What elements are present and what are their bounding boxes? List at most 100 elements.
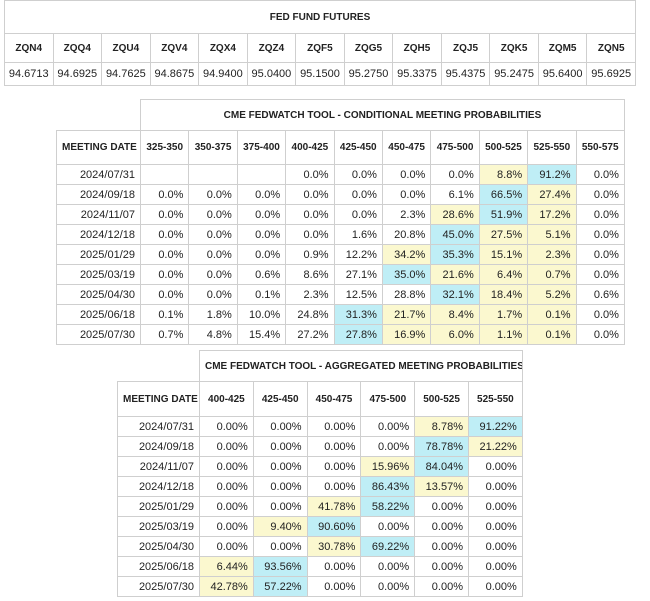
probability-cell: 0.0% (430, 164, 480, 185)
probability-cell: 51.9% (478, 204, 529, 225)
probability-cell: 0.0% (285, 224, 335, 245)
probability-cell: 93.56% (252, 556, 308, 577)
conditional-column-header: 325-350 (139, 130, 190, 165)
conditional-column-header: 375-400 (236, 130, 287, 165)
table-row: 2025/03/19 0.0% 0.0% 0.6% 8.6% 27.1% 35.0% 21.6… (56, 264, 625, 285)
probability-cell: 21.7% (381, 304, 432, 325)
futures-contract: ZQU4 (101, 33, 151, 63)
futures-contract-row: ZQN4 ZQQ4 ZQU4 ZQV4 ZQX4 ZQZ4 ZQF5 ZQG5 ZQH5 ZQJ5… (4, 33, 636, 63)
aggregated-corner (118, 351, 200, 382)
conditional-column-header: 525-550 (527, 130, 577, 165)
meeting-date: 2024/11/07 (117, 456, 200, 477)
probability-cell: 15.4% (236, 324, 287, 345)
probability-cell: 0.00% (306, 436, 362, 457)
probability-cell: 32.1% (430, 284, 480, 305)
probability-cell: 0.0% (575, 164, 625, 185)
fed-fund-futures-table: FED FUND FUTURES ZQN4 ZQQ4 ZQU4 ZQV4 ZQX4 ZQZ… (4, 0, 636, 86)
probability-cell: 84.04% (414, 456, 469, 477)
futures-contract: ZQG5 (343, 33, 394, 63)
probability-cell: 86.43% (360, 476, 416, 497)
probability-cell: 0.0% (575, 204, 625, 225)
probability-cell: 41.78% (306, 496, 362, 517)
probability-cell: 27.8% (333, 324, 383, 345)
futures-price: 95.6400 (537, 62, 588, 86)
meeting-date: 2025/03/19 (117, 516, 200, 537)
conditional-column-header: 450-475 (381, 130, 432, 165)
probability-cell: 0.9% (285, 244, 335, 265)
probability-cell (139, 164, 190, 185)
probability-cell: 10.0% (236, 304, 287, 325)
probability-cell: 0.0% (333, 204, 383, 225)
aggregated-column-header: 400-425 (199, 381, 254, 417)
probability-cell: 0.00% (414, 556, 469, 577)
probability-cell: 0.0% (139, 284, 190, 305)
futures-price: 94.6925 (52, 62, 103, 86)
futures-contract: ZQF5 (295, 33, 345, 63)
probability-cell: 0.00% (414, 576, 469, 597)
probability-cell: 16.9% (381, 324, 432, 345)
probability-cell: 0.00% (467, 496, 523, 517)
meeting-date: 2024/12/18 (117, 476, 200, 497)
conditional-corner (57, 100, 141, 131)
probability-cell: 6.4% (478, 264, 529, 285)
probability-cell: 8.6% (285, 264, 335, 285)
probability-cell: 0.00% (360, 556, 416, 577)
probability-cell: 8.78% (414, 416, 469, 437)
conditional-column-header: 400-425 (285, 130, 335, 165)
meeting-date: 2024/11/07 (56, 204, 141, 225)
probability-cell: 0.00% (306, 576, 362, 597)
futures-price: 95.2475 (489, 62, 539, 86)
aggregated-probabilities-table: CME FEDWATCH TOOL - AGGREGATED MEETING P… (117, 350, 523, 597)
probability-cell: 0.00% (252, 476, 308, 497)
probability-cell: 34.2% (381, 244, 432, 265)
probability-cell: 78.78% (414, 436, 469, 457)
probability-cell: 8.4% (430, 304, 480, 325)
probability-cell: 0.0% (333, 164, 383, 185)
aggregated-header-row: MEETING DATE 400-425 425-450 450-475 475-500… (117, 381, 523, 417)
probability-cell: 0.00% (414, 536, 469, 557)
probability-cell: 0.0% (575, 184, 625, 205)
table-row: 2024/11/07 0.00% 0.00% 0.00% 15.96% 84.04% 0.0… (117, 456, 523, 477)
aggregated-column-header: 425-450 (252, 381, 308, 417)
probability-cell: 0.00% (360, 416, 416, 437)
probability-cell: 21.6% (430, 264, 480, 285)
meeting-date: 2024/12/18 (56, 224, 141, 245)
probability-cell: 21.22% (467, 436, 523, 457)
probability-cell: 0.00% (252, 496, 308, 517)
conditional-column-header: 500-525 (478, 130, 529, 165)
conditional-probabilities-table: CME FEDWATCH TOOL - CONDITIONAL MEETING … (56, 99, 625, 345)
probability-cell: 27.4% (527, 184, 577, 205)
conditional-title: CME FEDWATCH TOOL - CONDITIONAL MEETING … (140, 99, 625, 131)
meeting-date: 2024/07/31 (117, 416, 200, 437)
conditional-date-header: MEETING DATE (56, 130, 141, 165)
probability-cell: 0.0% (139, 244, 190, 265)
probability-cell: 12.5% (333, 284, 383, 305)
probability-cell: 0.00% (306, 476, 362, 497)
probability-cell: 0.1% (527, 304, 577, 325)
probability-cell: 13.57% (414, 476, 469, 497)
table-row: 2024/09/18 0.00% 0.00% 0.00% 0.00% 78.78% 21.2… (117, 436, 523, 457)
probability-cell: 0.0% (575, 224, 625, 245)
probability-cell: 0.00% (467, 456, 523, 477)
probability-cell: 35.0% (381, 264, 432, 285)
probability-cell: 27.5% (478, 224, 529, 245)
probability-cell: 0.0% (188, 284, 238, 305)
futures-price: 94.9400 (198, 62, 248, 86)
probability-cell: 0.7% (139, 324, 190, 345)
futures-price: 95.2750 (343, 62, 394, 86)
table-row: 2025/06/18 0.1% 1.8% 10.0% 24.8% 31.3% 21.7% 8.… (56, 304, 625, 325)
table-row: 2025/07/30 0.7% 4.8% 15.4% 27.2% 27.8% 16.9% 6.… (56, 324, 625, 345)
probability-cell: 0.00% (467, 576, 523, 597)
table-row: 2025/04/30 0.00% 0.00% 30.78% 69.22% 0.00% 0.0… (117, 536, 523, 557)
probability-cell: 17.2% (527, 204, 577, 225)
table-row: 2025/04/30 0.0% 0.0% 0.1% 2.3% 12.5% 28.8% 32.1… (56, 284, 625, 305)
probability-cell: 0.00% (306, 556, 362, 577)
probability-cell: 91.22% (467, 416, 523, 437)
probability-cell: 0.00% (414, 516, 469, 537)
probability-cell: 0.6% (575, 284, 625, 305)
probability-cell: 6.1% (430, 184, 480, 205)
probability-cell (188, 164, 238, 185)
probability-cell: 0.0% (236, 224, 287, 245)
probability-cell: 0.00% (199, 476, 254, 497)
probability-cell: 0.0% (575, 304, 625, 325)
